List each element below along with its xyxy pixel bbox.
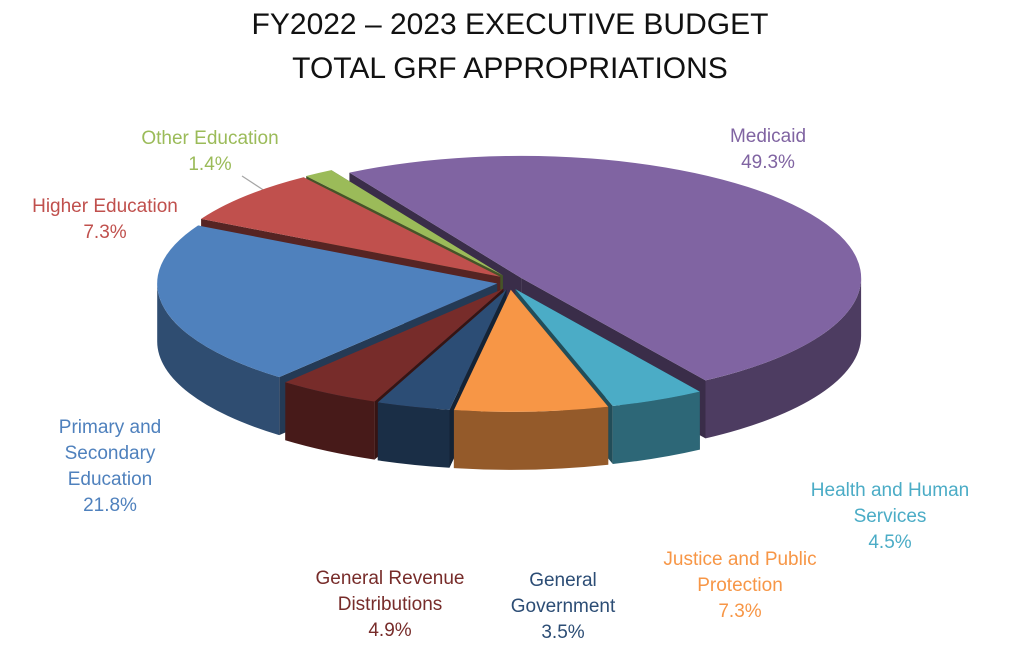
slice — [377, 289, 507, 410]
category-label: Medicaid — [729, 126, 807, 147]
category-label: Other Education — [141, 128, 279, 149]
slice — [453, 289, 609, 412]
slice — [306, 170, 503, 276]
slice — [201, 177, 501, 277]
value-label: 1.4% — [188, 154, 232, 175]
category-label: Justice and Public Protection — [663, 549, 817, 596]
chart-subtitle: TOTAL GRF APPROPRIATIONS — [292, 52, 728, 85]
data-label: Primary and Secondary Education 21.8% — [40, 415, 180, 519]
slice-side — [453, 406, 609, 470]
slice — [157, 225, 498, 378]
slice-side — [612, 391, 700, 464]
data-label: Higher Education 7.3% — [0, 194, 230, 246]
value-label: 7.3% — [83, 222, 127, 243]
data-label: General Revenue Distributions 4.9% — [295, 566, 485, 644]
data-label: Medicaid 49.3% — [643, 124, 893, 176]
data-label: Health and Human Services 4.5% — [800, 478, 980, 556]
data-label: Justice and Public Protection 7.3% — [640, 547, 840, 625]
category-label: Primary and Secondary Education — [58, 417, 162, 490]
slice — [515, 289, 700, 406]
category-label: Higher Education — [32, 196, 178, 217]
data-label: Other Education 1.4% — [85, 126, 335, 178]
value-label: 3.5% — [541, 622, 585, 643]
value-label: 49.3% — [741, 152, 795, 173]
category-label: General Revenue Distributions — [315, 568, 465, 615]
category-label: General Government — [510, 570, 616, 617]
category-label: Health and Human Services — [810, 480, 970, 527]
value-label: 7.3% — [718, 601, 762, 622]
slice — [349, 155, 862, 381]
data-label: General Government 3.5% — [498, 568, 628, 646]
slice-side — [285, 382, 375, 460]
slice-side — [377, 402, 450, 468]
value-label: 21.8% — [83, 495, 137, 516]
value-label: 4.5% — [868, 532, 912, 553]
slice-side — [157, 283, 280, 436]
slice-side — [705, 277, 862, 439]
value-label: 4.9% — [368, 620, 412, 641]
chart-title: FY2022 – 2023 EXECUTIVE BUDGET — [251, 8, 769, 41]
slice — [285, 288, 504, 402]
